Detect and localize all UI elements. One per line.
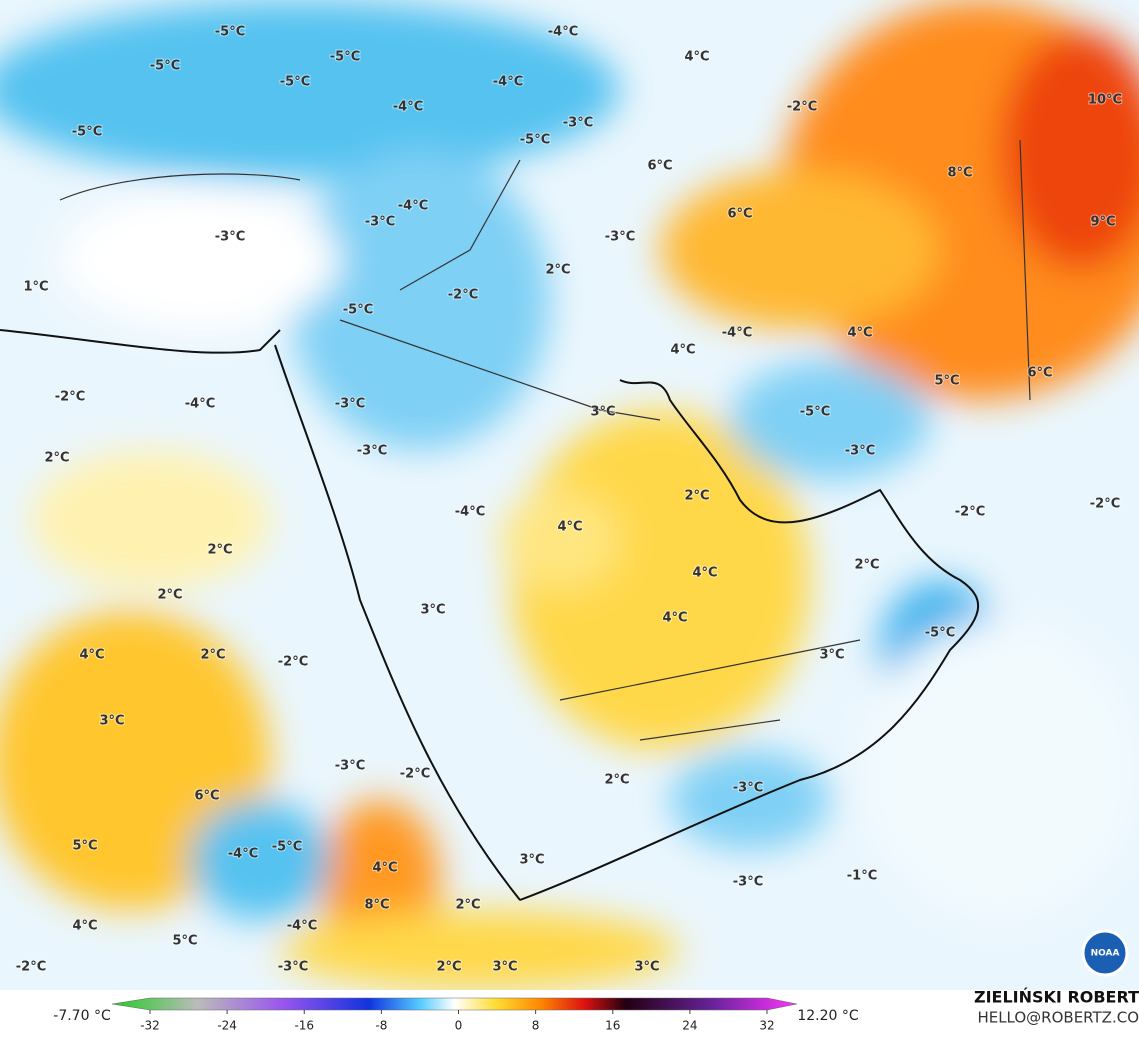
temp-label: -2°C (16, 960, 46, 975)
colorbar-tick-label: -32 (140, 1019, 160, 1033)
temp-label: -5°C (72, 125, 102, 140)
colorbar (111, 997, 798, 1011)
temp-label: -3°C (335, 397, 365, 412)
temp-label: 6°C (647, 159, 672, 174)
temp-label: -4°C (455, 505, 485, 520)
temp-label: 4°C (692, 566, 717, 581)
temp-label: 2°C (684, 489, 709, 504)
temp-label: 2°C (854, 558, 879, 573)
temp-label: -5°C (343, 303, 373, 318)
temp-label: 5°C (172, 934, 197, 949)
temp-label: -3°C (605, 230, 635, 245)
colorbar-tick-label: 24 (682, 1019, 697, 1033)
temp-label: -5°C (280, 75, 310, 90)
temp-label: 4°C (372, 861, 397, 876)
temp-label: -1°C (847, 869, 877, 884)
temp-label: -4°C (287, 919, 317, 934)
colorbar-tick-label: -16 (294, 1019, 314, 1033)
temp-label: 4°C (662, 611, 687, 626)
temp-label: -2°C (448, 288, 478, 303)
temp-label: -5°C (272, 840, 302, 855)
temp-label: 4°C (557, 520, 582, 535)
temp-label: -5°C (925, 626, 955, 641)
temp-label: 3°C (819, 648, 844, 663)
temp-label: 4°C (79, 648, 104, 663)
temp-label: 2°C (604, 773, 629, 788)
temp-label: -5°C (150, 59, 180, 74)
colorbar-tick-label: 32 (759, 1019, 774, 1033)
temp-label: 9°C (1090, 215, 1115, 230)
temp-label: 3°C (99, 714, 124, 729)
temp-label: 3°C (420, 603, 445, 618)
temp-label: -2°C (278, 655, 308, 670)
colorbar-tick-label: -24 (217, 1019, 237, 1033)
temp-label: -5°C (215, 25, 245, 40)
logo-text: NOAA (1091, 949, 1120, 959)
temp-label: 4°C (684, 50, 709, 65)
temp-label: 6°C (194, 789, 219, 804)
temp-label: 2°C (207, 543, 232, 558)
temp-label: 8°C (947, 166, 972, 181)
temp-label: 6°C (727, 207, 752, 222)
temp-label: -4°C (398, 199, 428, 214)
temp-label: 8°C (364, 898, 389, 913)
temp-label: 4°C (847, 326, 872, 341)
temp-label: -3°C (215, 230, 245, 245)
credit-email: HELLO@ROBERTZ.CO (977, 1009, 1139, 1027)
temp-label: -4°C (185, 397, 215, 412)
temp-label: -5°C (800, 405, 830, 420)
colorbar-tick-label: 16 (605, 1019, 620, 1033)
credit-name: ZIELIŃSKI ROBERT (974, 988, 1139, 1007)
temp-label: 1°C (23, 280, 48, 295)
colorbar-tick-label: -8 (375, 1019, 387, 1033)
temp-label: -4°C (722, 326, 752, 341)
temp-label: 3°C (519, 853, 544, 868)
temp-label: -3°C (845, 444, 875, 459)
map-field (0, 0, 1139, 990)
colorbar-min: -7.70 °C (53, 1008, 111, 1024)
temp-label: -4°C (493, 75, 523, 90)
temp-label: -3°C (357, 444, 387, 459)
temp-label: 3°C (492, 960, 517, 975)
temp-label: 2°C (200, 648, 225, 663)
temp-label: -5°C (330, 50, 360, 65)
colorbar-tick-label: 0 (455, 1019, 463, 1033)
temp-label: -3°C (278, 960, 308, 975)
temp-label: 3°C (590, 405, 615, 420)
colorbar-max: 12.20 °C (797, 1008, 859, 1024)
temp-label: 6°C (1027, 366, 1052, 381)
temp-label: 2°C (455, 898, 480, 913)
temp-label: -4°C (393, 100, 423, 115)
temp-label: 4°C (670, 343, 695, 358)
temp-label: 2°C (545, 263, 570, 278)
temp-label: -3°C (563, 116, 593, 131)
temp-label: -2°C (787, 100, 817, 115)
temp-label: -4°C (228, 847, 258, 862)
temp-label: 2°C (157, 588, 182, 603)
temp-label: -2°C (1090, 497, 1120, 512)
legend-strip (0, 990, 1139, 1035)
colorbar-tick-label: 8 (532, 1019, 540, 1033)
temp-label: 2°C (436, 960, 461, 975)
logo (1081, 929, 1129, 977)
temp-label: 5°C (934, 374, 959, 389)
temp-label: -2°C (955, 505, 985, 520)
temp-label: -3°C (733, 781, 763, 796)
temp-label: -3°C (335, 759, 365, 774)
temp-label: -2°C (55, 390, 85, 405)
temp-label: 5°C (72, 839, 97, 854)
temp-label: -4°C (548, 25, 578, 40)
temp-label: 10°C (1088, 93, 1122, 108)
temp-label: -3°C (733, 875, 763, 890)
temp-label: -5°C (520, 133, 550, 148)
temp-label: -3°C (365, 215, 395, 230)
temp-label: 2°C (44, 451, 69, 466)
temp-label: 3°C (634, 960, 659, 975)
temp-label: 4°C (72, 919, 97, 934)
temp-label: -2°C (400, 767, 430, 782)
